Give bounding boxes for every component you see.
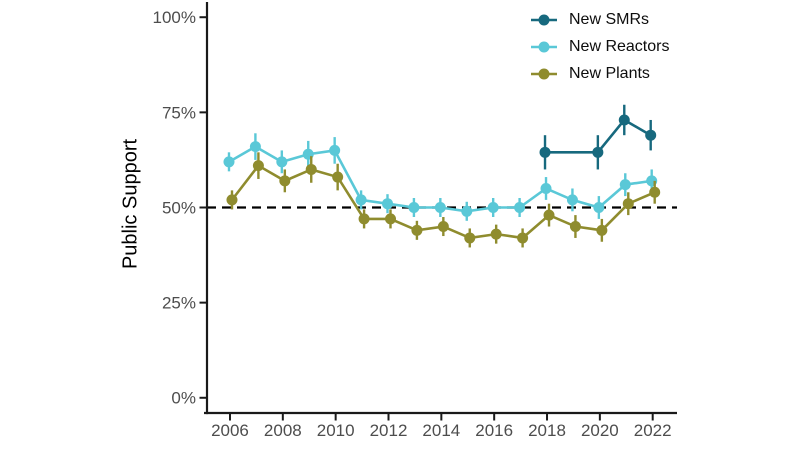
legend-marker-new-reactors-icon xyxy=(531,41,557,52)
legend-item-new-plants: New Plants xyxy=(531,60,669,87)
legend-item-label: New Reactors xyxy=(569,37,670,55)
legend-item-new-reactors: New Reactors xyxy=(531,33,669,60)
data-point-new-reactors xyxy=(487,202,499,213)
x-tick-label: 2008 xyxy=(264,421,302,440)
data-point-new-reactors xyxy=(540,182,552,194)
data-point-new-smrs xyxy=(592,146,604,158)
data-point-new-plants xyxy=(437,221,449,233)
data-point-new-reactors xyxy=(382,198,394,210)
data-point-new-plants xyxy=(464,232,476,244)
data-point-new-plants xyxy=(358,213,370,225)
legend-item-new-smrs: New SMRs xyxy=(531,6,669,33)
x-tick-label: 2006 xyxy=(211,421,249,440)
x-tick-label: 2020 xyxy=(581,421,619,440)
x-tick-label: 2012 xyxy=(370,421,408,440)
data-point-new-smrs xyxy=(618,114,630,126)
data-point-new-reactors xyxy=(223,156,235,168)
legend: New SMRs New Reactors New Plants xyxy=(531,6,669,87)
data-point-new-reactors xyxy=(434,202,446,213)
legend-marker-new-smrs-icon xyxy=(531,14,557,25)
x-tick-label: 2022 xyxy=(634,421,672,440)
data-point-new-plants xyxy=(649,186,661,198)
data-point-new-plants xyxy=(596,224,608,236)
data-point-new-reactors xyxy=(276,156,288,168)
data-point-new-reactors xyxy=(593,202,605,213)
series-line-new-smrs xyxy=(545,118,652,154)
data-point-new-plants xyxy=(543,209,555,221)
data-point-new-plants xyxy=(517,232,529,244)
data-point-new-reactors xyxy=(249,141,261,153)
data-point-new-plants xyxy=(411,224,423,236)
y-tick-label: 50% xyxy=(162,198,196,217)
y-tick-label: 0% xyxy=(171,389,196,408)
data-point-new-plants xyxy=(490,228,502,240)
x-tick-label: 2016 xyxy=(475,421,513,440)
data-point-new-plants xyxy=(305,163,317,175)
data-point-new-smrs xyxy=(539,146,551,158)
data-point-new-plants xyxy=(226,194,238,206)
data-point-new-plants xyxy=(385,213,397,225)
data-point-new-reactors xyxy=(408,202,420,213)
data-point-new-plants xyxy=(279,175,291,187)
y-tick-label: 75% xyxy=(162,103,196,122)
data-point-new-reactors xyxy=(329,144,341,156)
x-tick-label: 2018 xyxy=(528,421,566,440)
data-point-new-reactors xyxy=(566,194,578,206)
data-point-new-smrs xyxy=(645,129,657,141)
data-point-new-reactors xyxy=(619,179,631,191)
legend-item-label: New Plants xyxy=(569,64,650,82)
data-point-new-reactors xyxy=(355,194,367,206)
legend-marker-new-plants-icon xyxy=(531,68,557,79)
data-point-new-reactors xyxy=(461,205,473,217)
legend-item-label: New SMRs xyxy=(569,10,650,28)
data-point-new-plants xyxy=(569,221,581,233)
data-point-new-reactors xyxy=(514,202,526,213)
x-tick-label: 2014 xyxy=(422,421,460,440)
y-tick-label: 100% xyxy=(153,8,196,27)
x-tick-label: 2010 xyxy=(317,421,355,440)
data-point-new-plants xyxy=(252,160,264,172)
y-tick-label: 25% xyxy=(162,294,196,313)
y-axis-title: Public Support xyxy=(119,138,142,270)
data-point-new-plants xyxy=(332,171,344,183)
data-point-new-plants xyxy=(622,198,634,210)
